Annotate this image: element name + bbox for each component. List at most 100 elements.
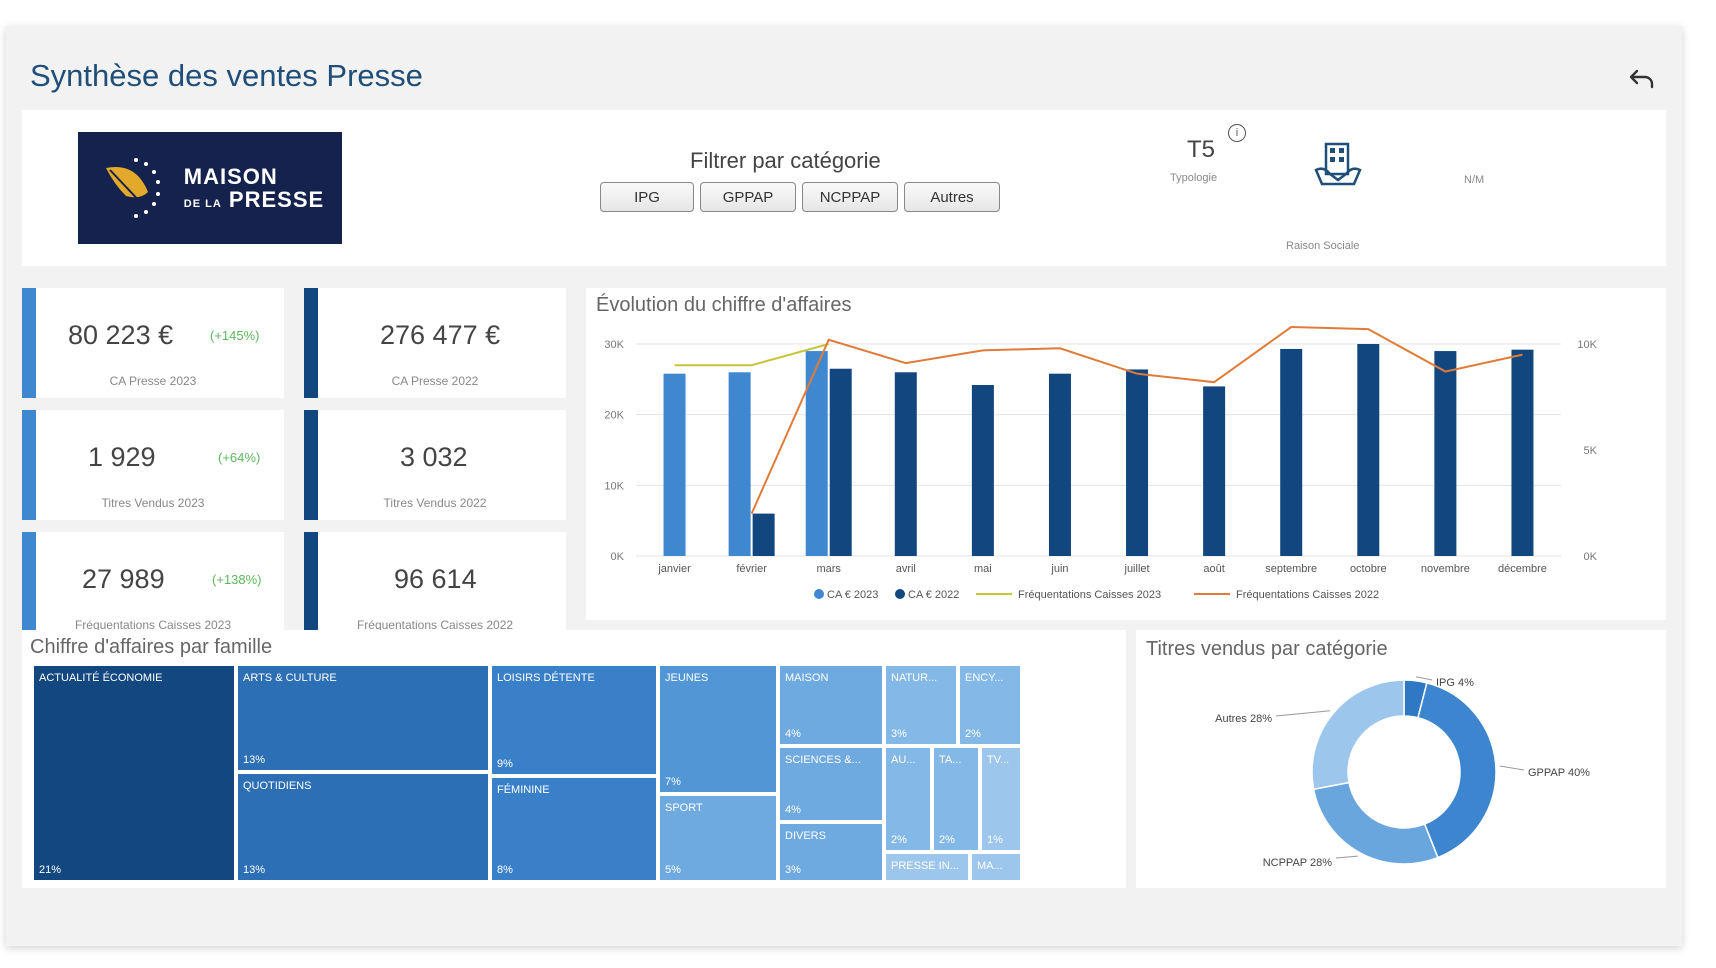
treemap-cell-name: MA... bbox=[977, 860, 1003, 872]
treemap-cell-pct: 4% bbox=[785, 804, 801, 816]
treemap-cell[interactable]: NATUR... 3% bbox=[884, 664, 958, 746]
legend-label: CA € 2022 bbox=[908, 589, 959, 601]
x-tick-label: février bbox=[736, 563, 767, 575]
bar-2022 bbox=[752, 513, 775, 556]
treemap-cell[interactable]: MAISON 4% bbox=[778, 664, 884, 746]
treemap-cell[interactable]: QUOTIDIENS 13% bbox=[236, 772, 490, 882]
treemap-cell[interactable]: MA... bbox=[970, 852, 1022, 882]
treemap-cell[interactable]: TV... 1% bbox=[980, 746, 1022, 852]
treemap-cell-name: TA... bbox=[939, 754, 962, 766]
treemap-cell[interactable]: PRESSE IN... bbox=[884, 852, 970, 882]
kpi-accent-bar bbox=[304, 532, 318, 642]
maison-presse-logo: MAISON DE LA PRESSE bbox=[78, 132, 342, 244]
treemap-cell[interactable]: ACTUALITÉ ÉCONOMIE 21% bbox=[32, 664, 236, 882]
kpi-card: 3 032 Titres Vendus 2022 bbox=[304, 410, 566, 520]
treemap-title: Chiffre d'affaires par famille bbox=[30, 636, 273, 658]
kpi-label: CA Presse 2022 bbox=[391, 374, 479, 388]
building-icon bbox=[1310, 134, 1366, 195]
treemap-cell[interactable]: AU... 2% bbox=[884, 746, 932, 852]
donut-leader-line bbox=[1415, 676, 1433, 681]
treemap-cell-name: ARTS & CULTURE bbox=[243, 672, 337, 684]
kpi-card: 1 929 (+64%) Titres Vendus 2023 bbox=[22, 410, 284, 520]
legend-marker bbox=[814, 589, 824, 599]
x-tick-label: mars bbox=[816, 563, 841, 575]
x-tick-label: avril bbox=[896, 563, 916, 575]
donut-panel: Titres vendus par catégorie IPG 4% GPPAP … bbox=[1136, 630, 1666, 888]
x-tick-label: juillet bbox=[1124, 563, 1150, 575]
treemap-cell-name: QUOTIDIENS bbox=[243, 780, 312, 792]
kpi-label: Titres Vendus 2022 bbox=[383, 496, 487, 510]
legend-label: Fréquentations Caisses 2023 bbox=[1018, 589, 1161, 601]
donut-slice bbox=[1311, 679, 1405, 791]
kpi-accent-bar bbox=[22, 410, 36, 520]
donut-label: NCPPAP 28% bbox=[1263, 857, 1333, 869]
y-right-tick: 0K bbox=[1584, 551, 1598, 563]
y-left-tick: 20K bbox=[604, 410, 624, 422]
treemap-cell[interactable]: FÉMININE 8% bbox=[490, 776, 658, 882]
chart-title: Évolution du chiffre d'affaires bbox=[596, 294, 852, 316]
filter-chip-ncppap[interactable]: NCPPAP bbox=[802, 182, 898, 212]
revenue-chart: 0K 10K 20K 30K 0K 5K 10K janvier février mars avri… bbox=[604, 326, 1598, 601]
donut-leader-line bbox=[1335, 855, 1358, 859]
bar-2022 bbox=[1434, 351, 1457, 556]
y-left-tick: 30K bbox=[604, 339, 624, 351]
treemap-cell-pct: 21% bbox=[39, 864, 62, 876]
treemap-cell[interactable]: SCIENCES &... 4% bbox=[778, 746, 884, 822]
bar-2022 bbox=[971, 384, 994, 556]
treemap-cell[interactable]: TA... 2% bbox=[932, 746, 980, 852]
treemap-cell-name: FÉMININE bbox=[497, 784, 550, 796]
treemap-cell-name: LOISIRS DÉTENTE bbox=[497, 672, 595, 684]
bar-2023 bbox=[805, 351, 828, 556]
treemap-cell[interactable]: LOISIRS DÉTENTE 9% bbox=[490, 664, 658, 776]
info-icon[interactable]: i bbox=[1228, 124, 1246, 142]
treemap-cell[interactable]: ENCY... 2% bbox=[958, 664, 1022, 746]
treemap-cell-pct: 2% bbox=[891, 834, 907, 846]
bar-2022 bbox=[1203, 386, 1226, 556]
treemap-cell[interactable]: SPORT 5% bbox=[658, 794, 778, 882]
treemap-cell[interactable]: JEUNES 7% bbox=[658, 664, 778, 794]
kpi-card: 276 477 € CA Presse 2022 bbox=[304, 288, 566, 398]
kpi-label: Fréquentations Caisses 2022 bbox=[356, 618, 514, 632]
kpi-card: 80 223 € (+145%) CA Presse 2023 bbox=[22, 288, 284, 398]
donut-leader-line bbox=[1499, 765, 1525, 771]
kpi-delta: (+64%) bbox=[218, 450, 261, 465]
treemap-cell-pct: 4% bbox=[785, 728, 801, 740]
kpi-accent-bar bbox=[22, 532, 36, 642]
kpi-card: 27 989 (+138%) Fréquentations Caisses 20… bbox=[22, 532, 284, 642]
kpi-value: 3 032 bbox=[400, 442, 468, 472]
treemap-cell[interactable]: DIVERS 3% bbox=[778, 822, 884, 882]
donut-slice bbox=[1417, 681, 1497, 859]
donut-label: Autres 28% bbox=[1215, 713, 1272, 725]
bar-2022 bbox=[1511, 349, 1534, 556]
quill-icon bbox=[105, 158, 160, 218]
filter-chip-ipg[interactable]: IPG bbox=[600, 182, 694, 212]
treemap-cell-name: SPORT bbox=[665, 802, 703, 814]
treemap-cell-pct: 7% bbox=[665, 776, 681, 788]
kpi-accent-bar bbox=[304, 288, 318, 398]
filter-chip-autres[interactable]: Autres bbox=[904, 182, 1000, 212]
treemap-cell-pct: 9% bbox=[497, 758, 513, 770]
treemap-cell-pct: 2% bbox=[939, 834, 955, 846]
bar-2023 bbox=[728, 372, 751, 556]
typology-label: Typologie bbox=[1170, 172, 1218, 184]
treemap-cell[interactable]: ARTS & CULTURE 13% bbox=[236, 664, 490, 772]
kpi-value: 96 614 bbox=[394, 564, 477, 594]
back-button[interactable] bbox=[1624, 60, 1660, 96]
bar-2023 bbox=[663, 373, 686, 556]
kpi-value: 80 223 € bbox=[68, 320, 174, 350]
x-tick-label: janvier bbox=[657, 563, 691, 575]
category-filter: IPG GPPAP NCPPAP Autres bbox=[600, 182, 1000, 212]
category-donut: IPG 4% GPPAP 40% NCPPAP 28% Autres 28% bbox=[1215, 676, 1590, 869]
donut-slice bbox=[1312, 781, 1439, 865]
x-tick-label: décembre bbox=[1498, 563, 1547, 575]
y-left-tick: 10K bbox=[604, 480, 624, 492]
bar-2022 bbox=[829, 368, 852, 556]
x-tick-label: juin bbox=[1050, 563, 1068, 575]
kpi-value: 27 989 bbox=[82, 564, 165, 594]
kpi-accent-bar bbox=[304, 410, 318, 520]
treemap-cell-pct: 5% bbox=[665, 864, 681, 876]
legend-label: CA € 2023 bbox=[827, 589, 878, 601]
filter-chip-gppap[interactable]: GPPAP bbox=[700, 182, 796, 212]
kpi-label: Fréquentations Caisses 2023 bbox=[74, 618, 232, 632]
bar-2022 bbox=[1048, 373, 1071, 556]
